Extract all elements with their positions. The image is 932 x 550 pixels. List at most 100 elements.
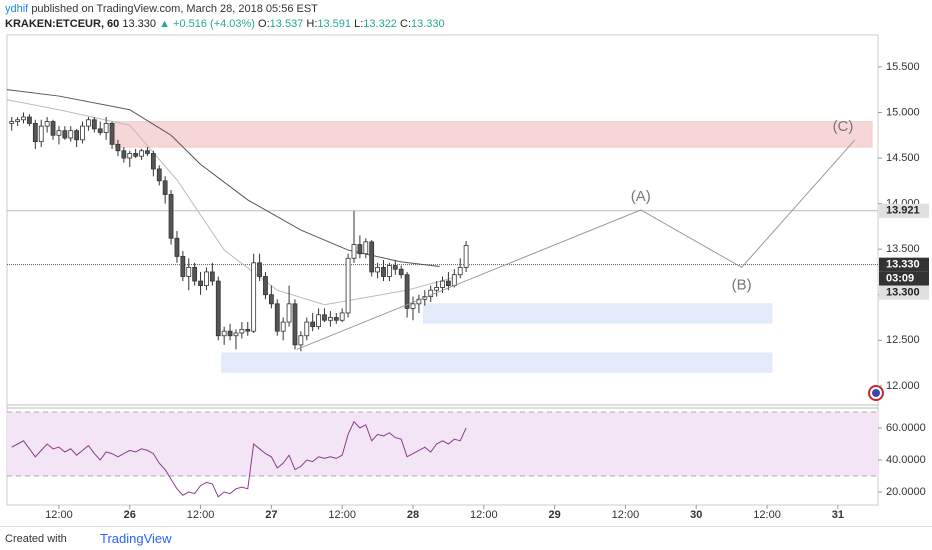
rsi-tick-label: 40.0000 (886, 454, 926, 466)
countdown: 03:09 (886, 273, 914, 285)
candle-body (398, 268, 404, 276)
candle-body (38, 125, 44, 143)
x-tick-label: 12:00 (328, 509, 356, 521)
candle-body (162, 180, 168, 195)
candle-body (239, 328, 245, 334)
candle-body (62, 130, 68, 139)
candle-body (32, 122, 38, 143)
candle-body (86, 119, 91, 127)
candle-body (233, 332, 239, 337)
candle-body (227, 330, 233, 337)
l-label: L: (354, 18, 364, 30)
x-tick-label: 27 (265, 509, 277, 521)
candle-body (404, 274, 410, 309)
footer: Created with TradingView (0, 526, 932, 550)
y-tick-label: 15.500 (886, 61, 920, 73)
candle-body (27, 116, 32, 124)
published: published on TradingView.com, March 28, … (31, 3, 318, 15)
symbol: KRAKEN:ETCEUR, 60 (5, 18, 120, 30)
wave-label: (A) (631, 188, 651, 205)
h-value: 13.591 (317, 18, 352, 30)
candle-body (133, 153, 139, 157)
wave-label: (B) (732, 276, 752, 293)
rsi-tick-label: 20.0000 (886, 486, 926, 498)
created-with: Created with (5, 533, 67, 545)
candle-body (192, 266, 198, 282)
candle-body (386, 265, 392, 277)
change: ▲ +0.516 (+4.03%) (159, 18, 255, 30)
x-tick-label: 31 (832, 509, 844, 521)
candle-body (292, 303, 298, 346)
brand[interactable]: TradingView (100, 531, 172, 546)
x-tick-label: 12:00 (45, 509, 73, 521)
price-label: 13.921 (886, 205, 920, 217)
y-tick-label: 12.000 (886, 380, 920, 392)
candle-body (150, 153, 156, 170)
candle-body (333, 317, 339, 321)
candle-body (451, 274, 457, 287)
candle-body (316, 314, 321, 328)
candle-body (410, 303, 416, 309)
candle-body (168, 194, 174, 239)
x-tick-label: 12:00 (187, 509, 215, 521)
candle-body (434, 287, 439, 291)
rsi-line (11, 420, 467, 498)
candle-body (245, 328, 251, 332)
y-tick-label: 12.500 (886, 334, 920, 346)
candle-body (463, 245, 469, 268)
rsi-band (7, 412, 878, 476)
wave-label: (C) (833, 118, 854, 135)
candle-body (446, 280, 451, 287)
candle-body (322, 314, 327, 321)
candle-body (339, 312, 345, 321)
y-tick-label: 13.500 (886, 243, 920, 255)
x-tick-label: 28 (407, 509, 419, 521)
h-label: H: (306, 18, 318, 30)
candle-body (221, 330, 227, 337)
zone (114, 121, 873, 148)
candle-body (286, 303, 292, 323)
candle-body (127, 153, 133, 159)
candle-body (204, 271, 209, 287)
y-tick-label: 14.500 (886, 152, 920, 164)
candle-body (268, 294, 274, 305)
candle-body (274, 303, 280, 332)
candle-body (327, 317, 333, 321)
candle-body (121, 150, 127, 159)
x-tick-label: 12:00 (612, 509, 640, 521)
candle-body (91, 119, 97, 130)
candle-body (103, 122, 109, 133)
candle-body (375, 266, 380, 273)
candle-body (257, 262, 262, 277)
candle-body (109, 122, 115, 145)
zone (423, 303, 773, 324)
candle-body (381, 266, 386, 277)
candle-body (50, 121, 56, 136)
candle-body (304, 321, 310, 337)
candle-body (21, 116, 26, 121)
candle-body (97, 128, 103, 133)
candle-body (174, 237, 180, 257)
candle-body (310, 321, 316, 328)
x-tick-label: 29 (548, 509, 560, 521)
countdown-box (879, 271, 929, 286)
symbol-line: KRAKEN:ETCEUR, 60 13.330 ▲ +0.516 (+4.03… (5, 18, 445, 30)
candle-body (180, 256, 186, 277)
y-tick-label: 15.000 (886, 106, 920, 118)
l-value: 13.322 (363, 18, 397, 30)
candle-body (369, 241, 375, 273)
frame (6, 34, 879, 506)
candle-body (115, 143, 121, 152)
price-label: 13.330 (886, 259, 920, 271)
candle-body (209, 271, 215, 282)
candle-body (215, 280, 221, 337)
candle-body (440, 280, 445, 288)
candle-body (392, 265, 398, 270)
author[interactable]: ydhif (5, 3, 29, 15)
candle-body (416, 298, 422, 305)
candle-body (80, 125, 85, 141)
candle-body (457, 266, 463, 276)
candle-body (9, 121, 15, 124)
candle-body (139, 150, 144, 157)
